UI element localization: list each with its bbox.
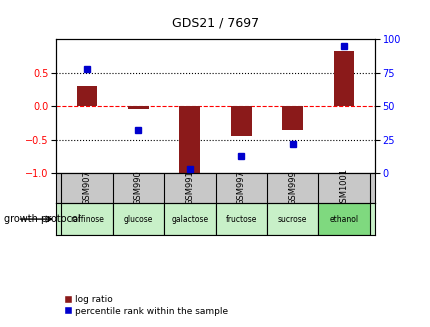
Text: raffinose: raffinose bbox=[70, 215, 104, 224]
Bar bbox=[128, 106, 148, 110]
Text: sucrose: sucrose bbox=[277, 215, 307, 224]
Text: GSM1001: GSM1001 bbox=[339, 168, 348, 208]
Bar bbox=[282, 106, 302, 129]
Bar bbox=[77, 86, 97, 106]
Bar bbox=[215, 203, 266, 235]
Text: GSM991: GSM991 bbox=[185, 170, 194, 205]
Text: galactose: galactose bbox=[171, 215, 208, 224]
Bar bbox=[333, 51, 353, 106]
Text: GDS21 / 7697: GDS21 / 7697 bbox=[172, 16, 258, 29]
Text: GSM907: GSM907 bbox=[82, 170, 91, 205]
Bar bbox=[112, 203, 164, 235]
Text: glucose: glucose bbox=[123, 215, 153, 224]
Text: fructose: fructose bbox=[225, 215, 256, 224]
Text: ethanol: ethanol bbox=[329, 215, 358, 224]
Bar bbox=[266, 203, 318, 235]
Text: growth protocol: growth protocol bbox=[4, 214, 81, 224]
Bar bbox=[230, 106, 251, 136]
Bar bbox=[179, 106, 200, 174]
Bar bbox=[318, 203, 369, 235]
Text: GSM999: GSM999 bbox=[288, 170, 296, 205]
Text: GSM997: GSM997 bbox=[236, 170, 245, 205]
Bar bbox=[61, 203, 112, 235]
Text: GSM990: GSM990 bbox=[134, 170, 142, 205]
Bar bbox=[164, 203, 215, 235]
Legend: log ratio, percentile rank within the sample: log ratio, percentile rank within the sa… bbox=[60, 291, 231, 319]
